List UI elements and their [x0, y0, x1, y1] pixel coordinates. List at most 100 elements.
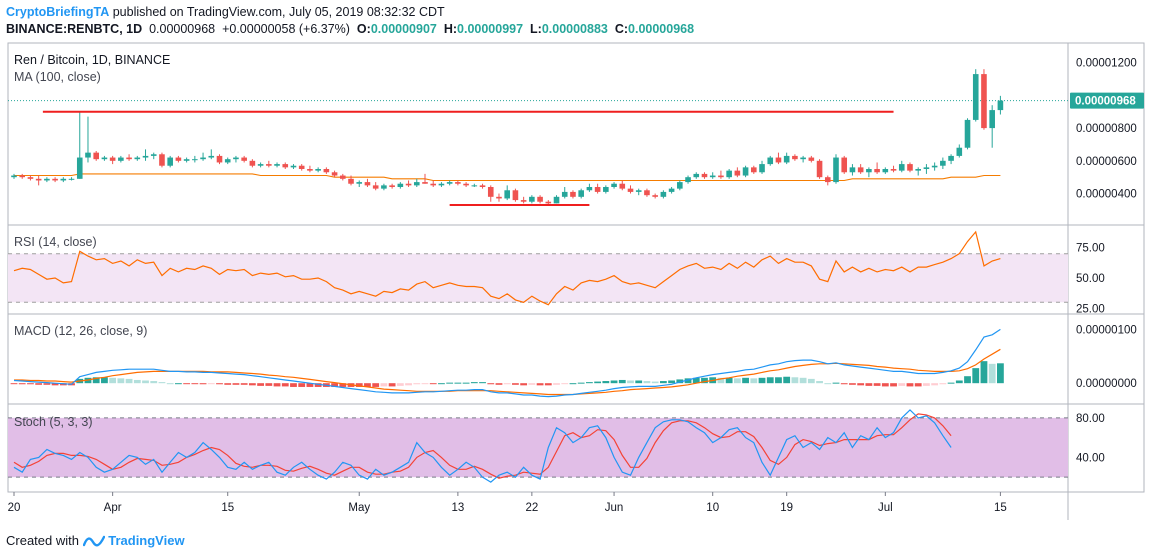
candle — [956, 147, 963, 156]
candle — [430, 183, 437, 186]
macd-histogram-bar — [479, 382, 486, 384]
macd-histogram-bar — [577, 382, 585, 384]
macd-histogram-bar — [380, 383, 388, 387]
footer: Created with TradingView — [6, 533, 185, 548]
candle — [150, 154, 157, 156]
chart-canvas[interactable]: Ren / Bitcoin, 1D, BINANCE MA (100, close… — [0, 0, 1150, 530]
time-tick-label: Jul — [878, 502, 893, 514]
candle — [331, 172, 338, 176]
candle — [249, 160, 256, 166]
candle — [701, 173, 708, 178]
author-name[interactable]: CryptoBriefingTA — [6, 5, 110, 19]
close-label: C: — [614, 22, 629, 36]
candle — [11, 175, 17, 178]
macd-tick-label: 0.00000100 — [1076, 324, 1137, 336]
macd-histogram-bar — [43, 383, 51, 385]
candle — [282, 164, 289, 168]
macd-histogram-bar — [758, 377, 766, 384]
macd-histogram-bar — [248, 383, 256, 386]
stoch-label: Stoch (5, 3, 3) — [14, 415, 93, 429]
candle — [381, 185, 387, 189]
stoch-tick-label: 40.00 — [1076, 452, 1105, 464]
candle — [512, 190, 519, 201]
macd-histogram-bar — [602, 381, 610, 384]
macd-histogram-bar — [224, 383, 232, 385]
candle — [890, 169, 897, 171]
macd-histogram-bar — [512, 383, 519, 385]
macd-histogram-bar — [923, 383, 930, 386]
macd-histogram-bar — [939, 383, 947, 385]
macd-histogram-bar — [807, 378, 815, 384]
macd-histogram-bar — [51, 383, 59, 386]
macd-histogram-bar — [635, 380, 643, 384]
macd-histogram-bar — [881, 383, 889, 387]
macd-histogram-bar — [610, 380, 618, 384]
candle — [849, 167, 856, 173]
candle — [134, 157, 141, 160]
macd-histogram-bar — [150, 381, 158, 384]
candle — [200, 157, 206, 160]
candle — [594, 187, 601, 192]
macd-histogram-bar — [405, 383, 412, 386]
macd-histogram-bar — [914, 383, 922, 387]
macd-histogram-bar — [462, 382, 470, 384]
candle — [307, 169, 313, 171]
macd-histogram-bar — [495, 383, 503, 385]
candle — [356, 182, 363, 184]
macd-histogram-bar — [980, 361, 988, 384]
candle — [792, 155, 798, 160]
macd-histogram-bar — [750, 378, 758, 384]
stoch-d-line — [13, 413, 952, 479]
candle — [874, 169, 880, 173]
candle — [68, 178, 75, 180]
macd-histogram-bar — [117, 378, 125, 384]
macd-histogram-bar — [536, 383, 544, 386]
candle — [192, 159, 198, 161]
time-tick-label: Apr — [104, 502, 122, 514]
macd-histogram-bar — [183, 383, 191, 385]
time-tick-label: 19 — [780, 502, 793, 514]
candle — [718, 175, 724, 178]
candle — [709, 175, 716, 178]
macd-histogram-bar — [18, 383, 26, 385]
macd-histogram-bar — [388, 383, 396, 387]
macd-histogram-bar — [692, 377, 700, 384]
candle — [323, 169, 330, 173]
candle — [931, 165, 938, 168]
pane-title: Ren / Bitcoin, 1D, BINANCE — [14, 53, 170, 67]
publish-info: CryptoBriefingTA published on TradingVie… — [6, 5, 445, 19]
macd-histogram-bar — [438, 383, 445, 385]
macd-histogram-bar — [586, 382, 593, 384]
macd-histogram-bar — [355, 383, 363, 387]
macd-histogram-bar — [10, 383, 18, 385]
candle — [487, 187, 494, 197]
macd-histogram-bar — [931, 383, 939, 386]
macd-histogram-bar — [265, 383, 273, 386]
candle — [290, 165, 297, 168]
macd-histogram-bar — [240, 383, 248, 385]
candle — [93, 152, 99, 160]
macd-histogram-bar — [446, 382, 454, 384]
macd-histogram-bar — [257, 383, 264, 386]
candle — [652, 195, 658, 197]
macd-tick-label: 0.00000000 — [1076, 378, 1137, 390]
candle — [989, 110, 995, 129]
candle — [841, 157, 848, 173]
time-tick-label: 15 — [994, 502, 1007, 514]
macd-histogram-bar — [775, 377, 782, 384]
rsi-tick-label: 25.00 — [1076, 303, 1105, 315]
macd-histogram-bar — [873, 383, 881, 386]
macd-histogram-bar — [717, 377, 725, 384]
candle — [19, 175, 26, 178]
macd-line — [13, 328, 1001, 398]
rsi-tick-label: 75.00 — [1076, 243, 1105, 255]
candle — [315, 169, 321, 171]
tradingview-brand[interactable]: TradingView — [108, 533, 185, 548]
macd-histogram-bar — [659, 381, 667, 384]
candle — [520, 200, 527, 202]
tradingview-logo-icon — [82, 535, 105, 547]
candle — [422, 182, 428, 184]
macd-histogram-bar — [643, 381, 651, 384]
macd-histogram-bar — [396, 383, 404, 386]
rsi-label: RSI (14, close) — [14, 235, 97, 249]
